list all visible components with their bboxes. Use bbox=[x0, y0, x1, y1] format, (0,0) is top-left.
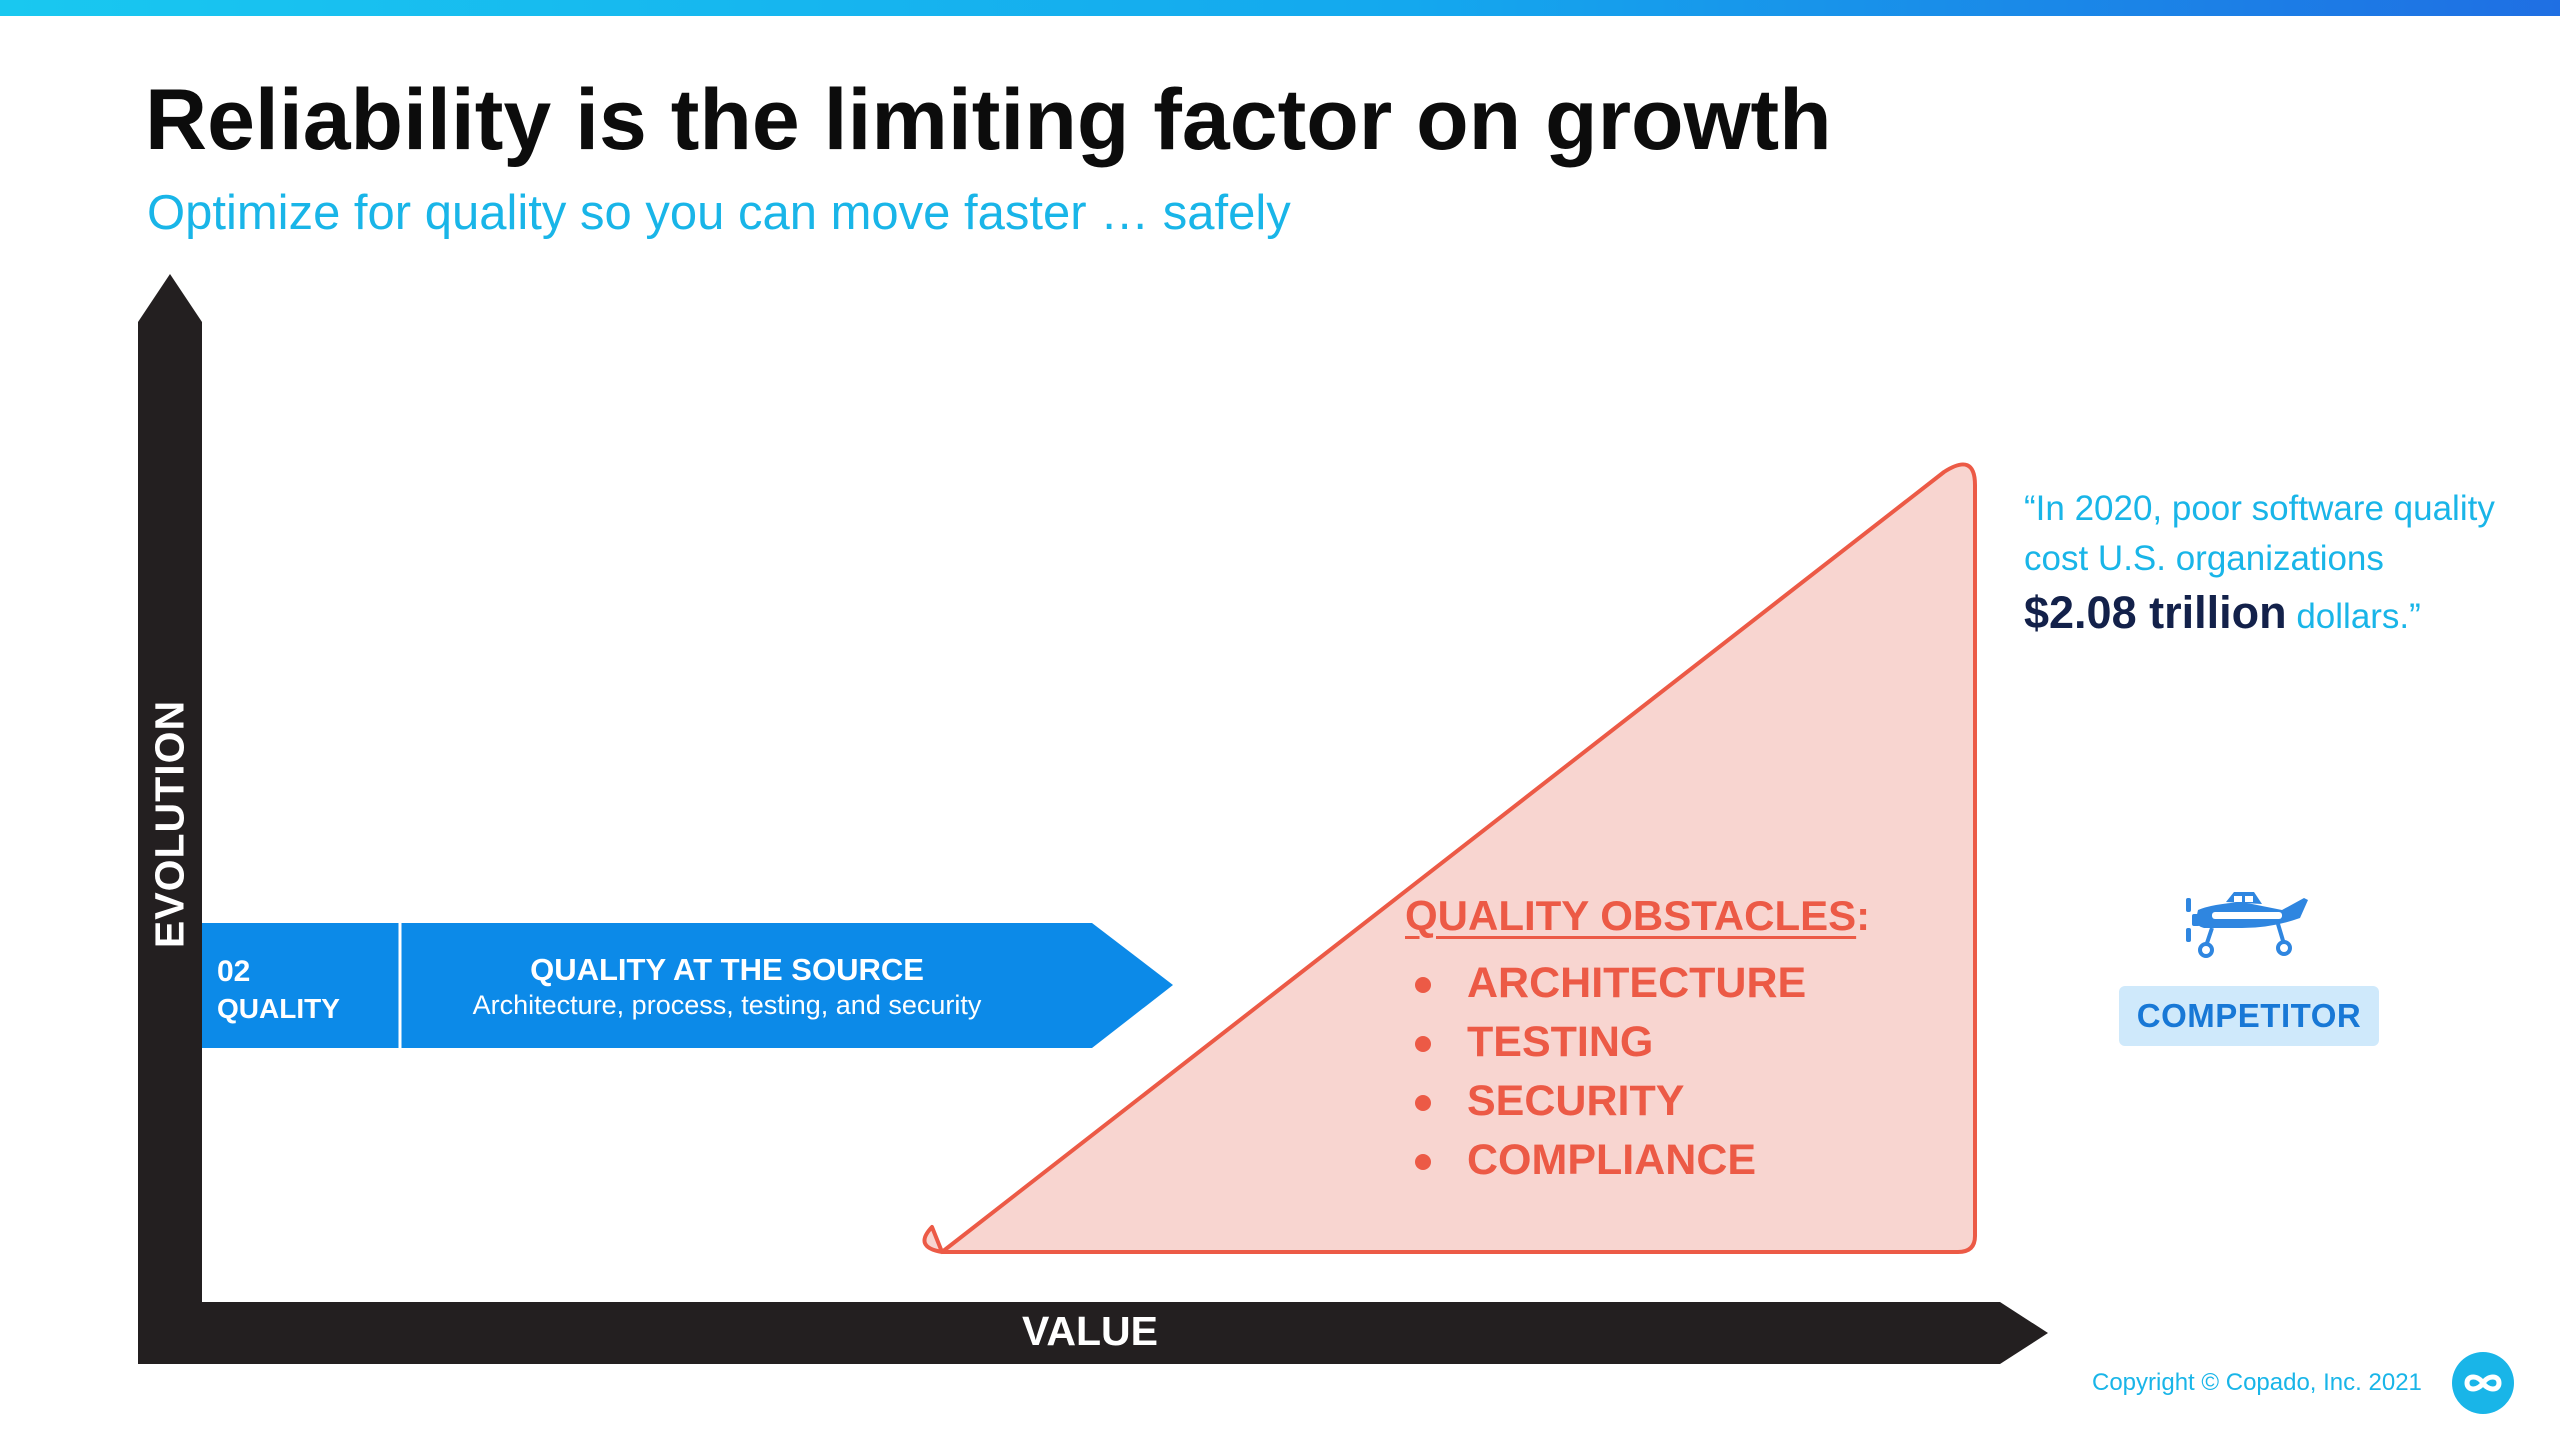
obstacle-label: TESTING bbox=[1467, 1018, 1654, 1066]
obstacles-title: QUALITY OBSTACLES: bbox=[1405, 888, 1870, 944]
obstacle-label: ARCHITECTURE bbox=[1467, 959, 1807, 1007]
bullet-icon bbox=[1415, 977, 1431, 993]
quote-line-1: “In 2020, poor software quality bbox=[2024, 489, 2495, 528]
x-axis-label: VALUE bbox=[1022, 1308, 1158, 1354]
stage-description: Architecture, process, testing, and secu… bbox=[472, 990, 982, 1020]
obstacles-items: ARCHITECTURE TESTING SECURITY COMPLIANCE bbox=[1405, 954, 1870, 1190]
obstacles-title-suffix: : bbox=[1856, 892, 1871, 939]
obstacles-list: QUALITY OBSTACLES: ARCHITECTURE TESTING … bbox=[1405, 888, 1870, 1190]
y-axis-arrow bbox=[138, 274, 202, 1364]
obstacle-label: SECURITY bbox=[1467, 1077, 1685, 1125]
list-item: SECURITY bbox=[1405, 1072, 1870, 1131]
stage-chevron bbox=[202, 923, 1173, 1048]
quote-line-3: $2.08 trillion dollars.” bbox=[2024, 588, 2544, 642]
stage-name: QUALITY bbox=[217, 993, 340, 1024]
stage-number: 02 bbox=[217, 955, 251, 988]
stage-heading: QUALITY AT THE SOURCE bbox=[530, 952, 924, 987]
obstacle-label: COMPLIANCE bbox=[1467, 1136, 1757, 1184]
quote-suffix: dollars.” bbox=[2286, 597, 2421, 636]
competitor-badge: COMPETITOR bbox=[2119, 986, 2379, 1046]
bullet-icon bbox=[1415, 1036, 1431, 1052]
quote-block: “In 2020, poor software quality cost U.S… bbox=[2024, 484, 2544, 642]
copyright-text: Copyright © Copado, Inc. 2021 bbox=[2092, 1369, 2422, 1396]
top-accent-bar bbox=[0, 0, 2560, 16]
y-axis-label: EVOLUTION bbox=[146, 699, 193, 949]
list-item: COMPLIANCE bbox=[1405, 1131, 1870, 1190]
bullet-icon bbox=[1415, 1154, 1431, 1170]
list-item: ARCHITECTURE bbox=[1405, 954, 1870, 1013]
obstacle-triangle bbox=[922, 462, 1977, 1254]
quote-line-2: cost U.S. organizations bbox=[2024, 539, 2384, 578]
obstacles-title-text: QUALITY OBSTACLES bbox=[1405, 892, 1857, 939]
bullet-icon bbox=[1415, 1095, 1431, 1111]
x-axis-arrow bbox=[138, 1302, 2048, 1364]
quote-amount: $2.08 trillion bbox=[2024, 587, 2287, 638]
airplane-icon bbox=[2186, 892, 2308, 958]
page-subtitle: Optimize for quality so you can move fas… bbox=[147, 186, 1291, 240]
page-title: Reliability is the limiting factor on gr… bbox=[145, 72, 1832, 168]
copado-logo-icon bbox=[2452, 1352, 2514, 1414]
list-item: TESTING bbox=[1405, 1013, 1870, 1072]
